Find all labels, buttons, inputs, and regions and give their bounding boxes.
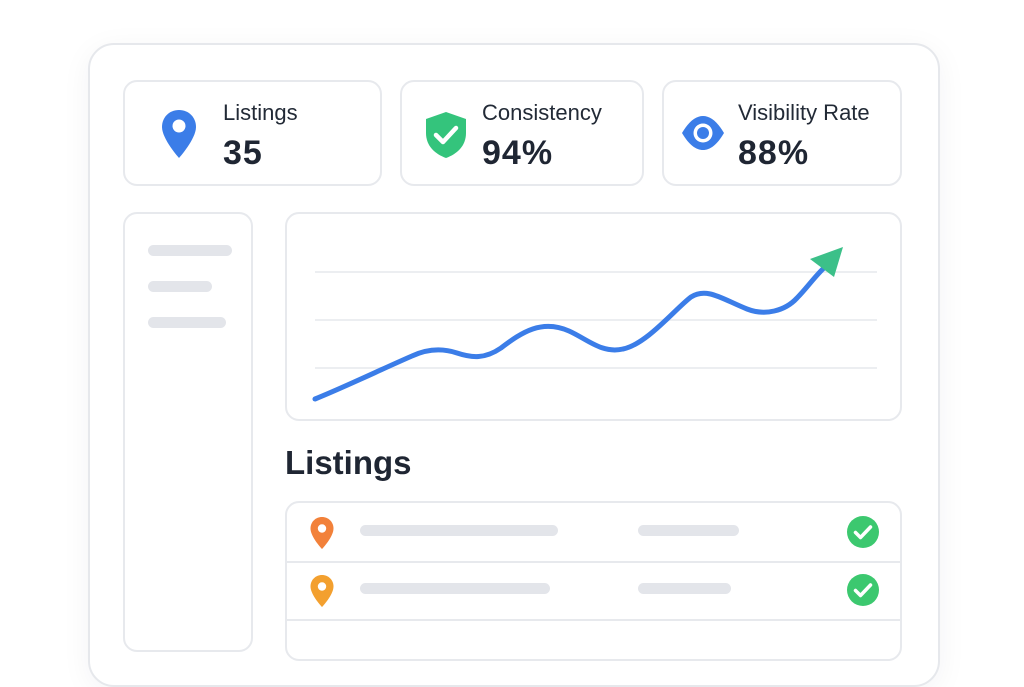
table-row[interactable]: [287, 561, 900, 621]
sidebar-item-placeholder[interactable]: [148, 281, 212, 292]
section-title: Listings: [285, 444, 412, 481]
sidebar-item-placeholder[interactable]: [148, 245, 232, 256]
listing-name-placeholder: [360, 583, 550, 594]
stat-card-consistency[interactable]: Consistency 94%: [400, 80, 644, 186]
table-row[interactable]: [287, 503, 900, 563]
check-circle-icon: [846, 515, 880, 554]
trend-chart: [285, 212, 902, 421]
eye-icon: [680, 113, 726, 158]
stat-card-visibility[interactable]: Visibility Rate 88%: [662, 80, 902, 186]
sidebar-item-placeholder[interactable]: [148, 317, 226, 328]
trend-line: [312, 264, 828, 402]
stat-value: 35: [223, 134, 263, 172]
stat-card-listings[interactable]: Listings 35: [123, 80, 382, 186]
stat-value: 88%: [738, 134, 810, 172]
check-circle-icon: [846, 573, 880, 612]
stat-value: 94%: [482, 134, 554, 172]
map-pin-icon: [160, 108, 198, 165]
sidebar: [123, 212, 253, 652]
stat-label: Visibility Rate: [738, 100, 870, 125]
listing-detail-placeholder: [638, 525, 739, 536]
chart-grid: [315, 271, 877, 369]
listings-table: [285, 501, 902, 661]
listing-name-placeholder: [360, 525, 558, 536]
trend-chart-svg: [312, 247, 877, 402]
stat-label: Consistency: [482, 100, 602, 125]
map-pin-icon: [309, 516, 335, 555]
map-pin-icon: [309, 574, 335, 613]
trend-arrow-icon: [810, 247, 843, 277]
shield-check-icon: [423, 110, 469, 165]
stat-label: Listings: [223, 100, 298, 125]
listing-detail-placeholder: [638, 583, 731, 594]
